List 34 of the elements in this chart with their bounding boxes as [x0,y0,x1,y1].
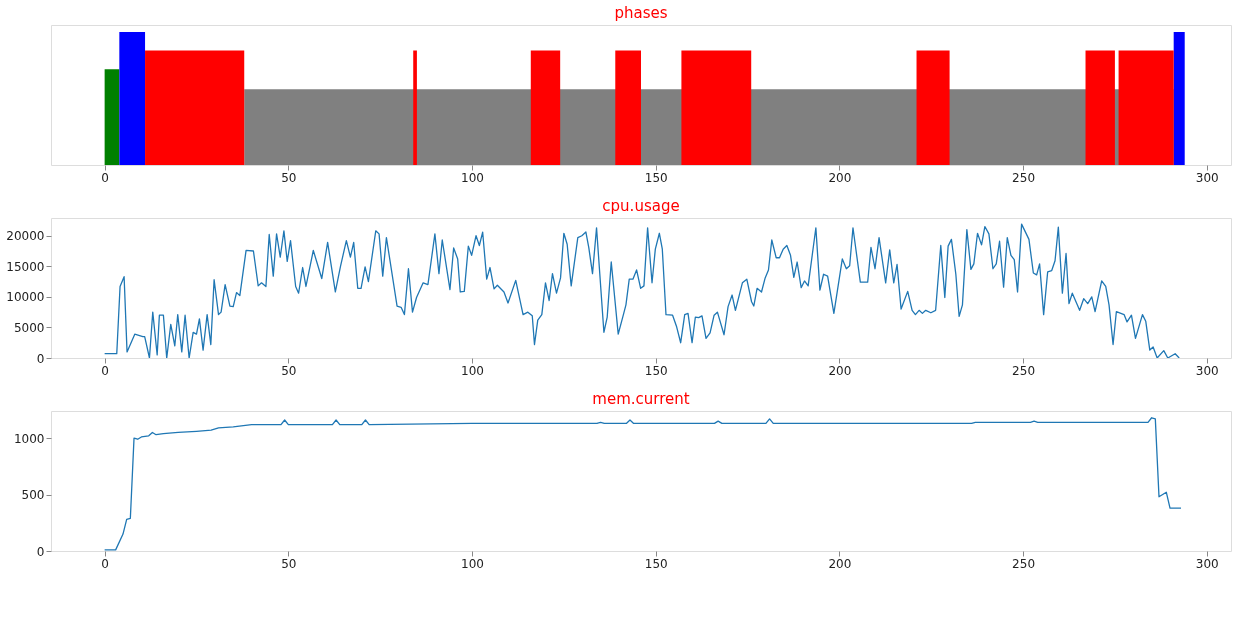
x-tick-label: 50 [281,170,297,185]
line-series [103,417,1182,551]
y-tick-label: 0 [36,544,45,559]
y-tick-label: 15000 [6,259,45,274]
x-tick-label: 100 [461,170,484,185]
x-tick-label: 50 [281,556,297,571]
y-tick-label: 0 [36,351,45,366]
x-tick-label: 50 [281,363,297,378]
x-tick-label: 0 [101,170,109,185]
line-series [103,223,1180,358]
x-tick-label: 200 [828,363,852,378]
y-tick-label: 5000 [13,320,45,335]
y-tick-label: 20000 [6,229,45,244]
x-tick-label: 200 [828,556,852,571]
y-tick-label: 500 [21,488,45,503]
x-tick-label: 150 [644,556,668,571]
x-tick-label: 250 [1012,556,1036,571]
x-tick-label: 100 [461,363,484,378]
x-tick-label: 250 [1012,363,1036,378]
x-tick-label: 300 [1195,556,1219,571]
x-tick-label: 150 [644,363,668,378]
y-tick-label: 10000 [6,290,45,305]
chart-title: mem.current [592,390,690,408]
x-tick-label: 150 [644,170,668,185]
x-tick-label: 250 [1012,170,1036,185]
x-tick-label: 100 [461,556,484,571]
x-tick-label: 0 [101,556,109,571]
x-tick-label: 300 [1195,170,1219,185]
chart-title: phases [614,4,668,22]
x-tick-label: 300 [1195,363,1219,378]
chart-title: cpu.usage [602,197,680,215]
x-tick-label: 0 [101,363,109,378]
x-tick-label: 200 [828,170,852,185]
y-tick-label: 1000 [13,431,45,446]
